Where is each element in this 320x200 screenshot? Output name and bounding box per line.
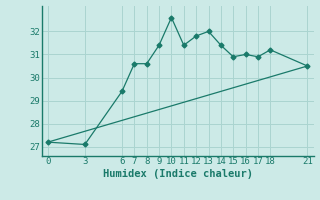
X-axis label: Humidex (Indice chaleur): Humidex (Indice chaleur) (103, 169, 252, 179)
